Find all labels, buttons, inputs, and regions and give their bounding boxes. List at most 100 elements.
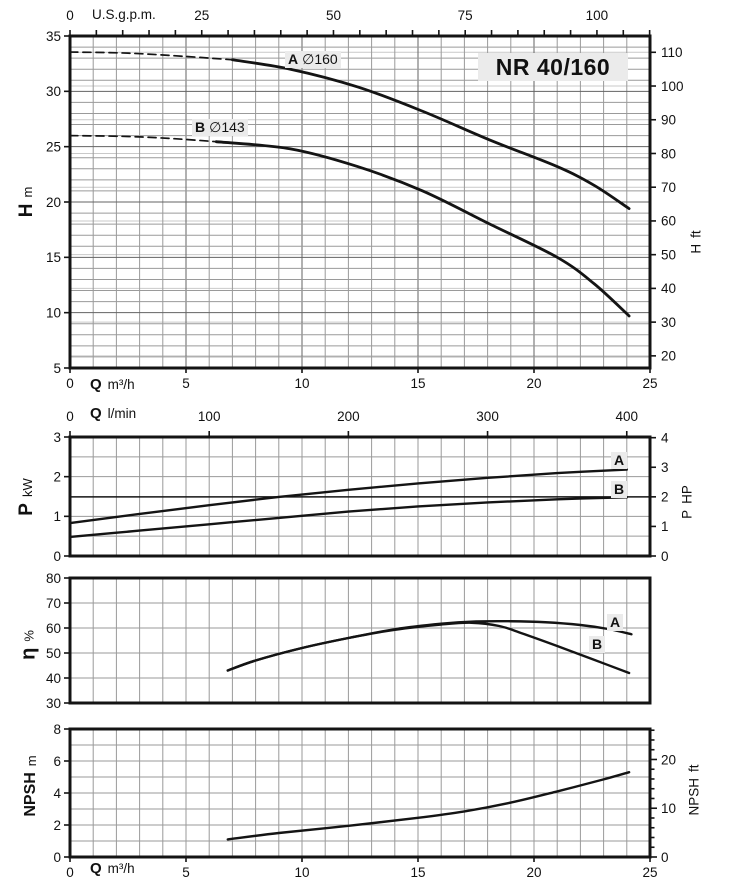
svg-text:0: 0 <box>66 865 74 880</box>
power-symbol: P <box>16 503 37 516</box>
curve-b-letter: B <box>195 119 206 135</box>
flow-symbol: Q <box>90 860 102 877</box>
svg-text:10: 10 <box>294 376 309 391</box>
flow-unit-m3h: m³/h <box>107 377 135 392</box>
head-axis-label-m: H m <box>16 187 38 218</box>
svg-text:20: 20 <box>661 752 676 767</box>
svg-text:2: 2 <box>661 490 669 505</box>
power-axis-label-hp: P HP <box>680 485 695 519</box>
svg-text:60: 60 <box>46 621 61 636</box>
power-unit-hp: HP <box>679 485 695 504</box>
svg-text:2: 2 <box>53 818 61 833</box>
svg-text:5: 5 <box>182 376 190 391</box>
svg-text:15: 15 <box>410 376 425 391</box>
head-symbol: H <box>16 203 37 218</box>
head-axis-label-ft: H ft <box>689 230 704 253</box>
svg-text:0: 0 <box>53 549 61 564</box>
power-symbol: P <box>679 509 695 519</box>
efficiency-symbol: η <box>17 647 40 660</box>
flow-unit-m3h: m³/h <box>107 861 135 876</box>
svg-text:3: 3 <box>53 430 61 445</box>
svg-text:5: 5 <box>182 865 190 880</box>
svg-text:20: 20 <box>526 865 541 880</box>
head-unit-m: m <box>19 186 35 198</box>
flow-symbol: Q <box>90 405 102 422</box>
head-unit-ft: ft <box>688 230 704 238</box>
svg-text:60: 60 <box>661 214 676 229</box>
npsh-axis-label-ft: NPSH ft <box>687 764 702 815</box>
svg-text:70: 70 <box>46 596 61 611</box>
npsh-chart-x-axis-unit: Q m³/h <box>90 860 135 877</box>
efficiency-curve-label-b: B <box>589 636 606 653</box>
svg-text:75: 75 <box>458 8 473 23</box>
svg-text:300: 300 <box>476 409 499 424</box>
head-chart-x-axis-unit: Q m³/h <box>90 376 135 393</box>
svg-text:50: 50 <box>46 646 61 661</box>
power-curve-label-b: B <box>611 481 628 498</box>
top-axis-unit-usgpm: U.S.g.p.m. <box>92 7 156 22</box>
svg-text:20: 20 <box>661 349 676 364</box>
curve-b-diameter: ∅143 <box>209 119 245 135</box>
svg-text:0: 0 <box>66 409 74 424</box>
svg-text:10: 10 <box>46 305 61 320</box>
svg-text:30: 30 <box>661 315 676 330</box>
svg-text:50: 50 <box>326 8 341 23</box>
svg-text:80: 80 <box>661 146 676 161</box>
power-unit-kw: kW <box>19 478 35 498</box>
svg-text:30: 30 <box>46 84 61 99</box>
power-chart-x-axis-unit: Q l/min <box>90 405 136 422</box>
svg-text:100: 100 <box>198 409 221 424</box>
svg-text:100: 100 <box>661 79 684 94</box>
efficiency-axis-label: η % <box>18 630 41 660</box>
power-curve-label-a: A <box>611 452 628 469</box>
svg-text:10: 10 <box>294 865 309 880</box>
svg-text:3: 3 <box>661 460 669 475</box>
curve-label-a-diameter-160: A ∅160 <box>285 51 341 68</box>
svg-text:15: 15 <box>410 865 425 880</box>
npsh-unit-ft: ft <box>686 764 702 772</box>
head-symbol: H <box>688 243 704 254</box>
svg-text:1: 1 <box>661 519 669 534</box>
svg-text:70: 70 <box>661 180 676 195</box>
curve-label-b-diameter-143: B ∅143 <box>192 119 248 136</box>
svg-text:35: 35 <box>46 29 61 44</box>
svg-text:90: 90 <box>661 113 676 128</box>
svg-text:8: 8 <box>53 722 61 737</box>
svg-text:40: 40 <box>661 281 676 296</box>
power-axis-label-kw: P kW <box>16 478 38 515</box>
svg-text:20: 20 <box>46 195 61 210</box>
efficiency-curve-label-a: A <box>607 614 624 631</box>
efficiency-unit-pct: % <box>21 630 37 642</box>
npsh-unit-m: m <box>23 755 39 767</box>
usgpm-unit-label: U.S.g.p.m. <box>92 7 156 22</box>
svg-text:50: 50 <box>661 247 676 262</box>
svg-text:0: 0 <box>66 376 74 391</box>
svg-text:20: 20 <box>526 376 541 391</box>
svg-text:2: 2 <box>53 469 61 484</box>
svg-text:0: 0 <box>661 549 669 564</box>
svg-text:5: 5 <box>53 361 61 376</box>
svg-text:10: 10 <box>661 801 676 816</box>
svg-text:400: 400 <box>615 409 638 424</box>
svg-text:4: 4 <box>53 786 61 801</box>
curve-a-diameter: ∅160 <box>302 51 338 67</box>
svg-text:4: 4 <box>661 430 669 445</box>
svg-text:0: 0 <box>66 8 74 23</box>
svg-text:25: 25 <box>194 8 209 23</box>
svg-text:110: 110 <box>661 45 683 60</box>
svg-text:15: 15 <box>46 250 61 265</box>
svg-text:25: 25 <box>642 376 657 391</box>
npsh-symbol: NPSH <box>22 772 39 817</box>
svg-text:40: 40 <box>46 671 61 686</box>
npsh-axis-label-m: NPSH m <box>22 755 40 816</box>
pump-model-title: NR 40/160 <box>478 53 628 81</box>
svg-text:25: 25 <box>642 865 657 880</box>
svg-text:30: 30 <box>46 696 61 711</box>
svg-text:6: 6 <box>53 754 61 769</box>
svg-text:200: 200 <box>337 409 360 424</box>
flow-symbol: Q <box>90 376 102 393</box>
svg-text:0: 0 <box>661 850 669 865</box>
npsh-symbol: NPSH <box>686 778 702 816</box>
